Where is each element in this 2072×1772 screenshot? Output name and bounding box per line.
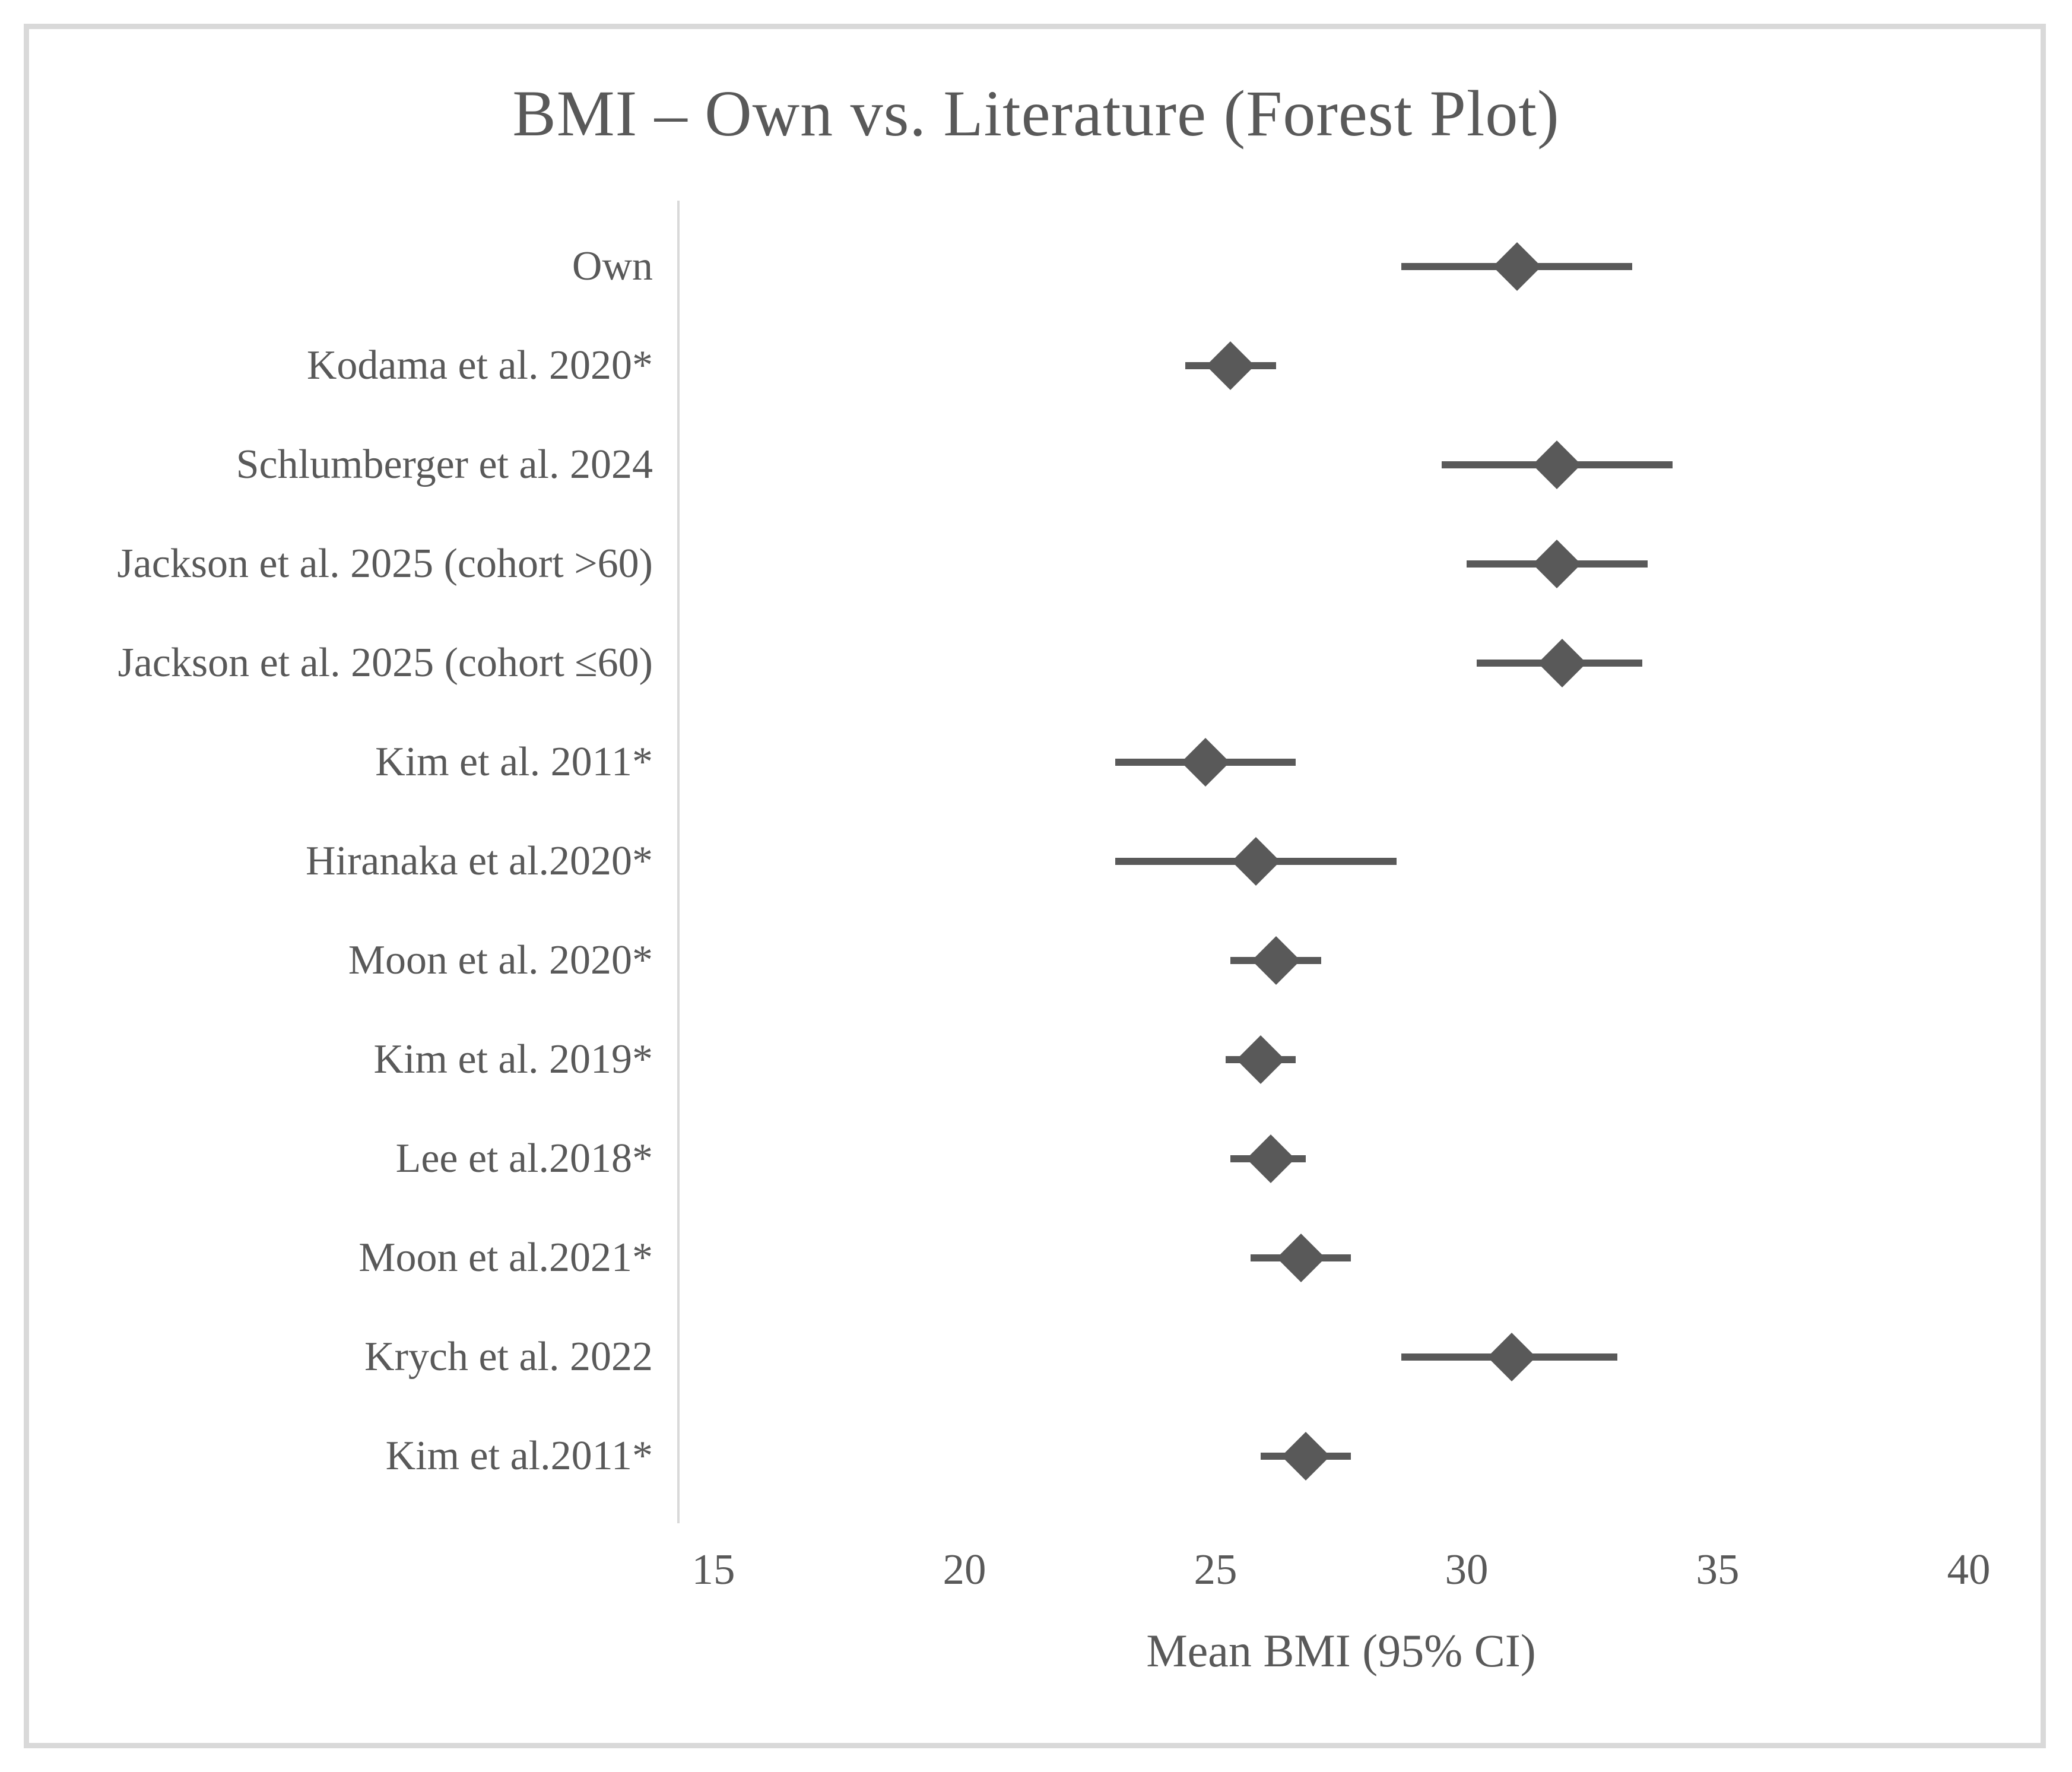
mean-diamond — [1236, 1035, 1286, 1085]
x-tick-label: 25 — [1194, 1545, 1238, 1593]
study-label: Hiranaka et al.2020* — [305, 838, 653, 884]
mean-diamond — [1492, 242, 1541, 291]
mean-diamond — [1532, 539, 1582, 589]
mean-diamond — [1246, 1134, 1296, 1184]
mean-diamond — [1281, 1431, 1331, 1481]
study-label: Moon et al. 2020* — [348, 937, 653, 983]
x-tick-label: 30 — [1445, 1545, 1489, 1593]
study-label: Kim et al. 2019* — [373, 1036, 653, 1082]
x-tick-label: 35 — [1696, 1545, 1740, 1593]
mean-diamond — [1487, 1332, 1537, 1382]
mean-diamond — [1276, 1233, 1325, 1283]
x-tick-label: 15 — [691, 1545, 735, 1593]
study-label: Own — [572, 243, 653, 289]
mean-diamond — [1231, 836, 1280, 886]
mean-diamond — [1537, 638, 1586, 688]
mean-diamond — [1532, 440, 1582, 490]
chart-title: BMI – Own vs. Literature (Forest Plot) — [512, 77, 1560, 150]
y-axis-line — [677, 201, 680, 1523]
x-tick-label: 20 — [943, 1545, 986, 1593]
study-label: Moon et al.2021* — [358, 1235, 653, 1280]
study-label: Kim et al. 2011* — [375, 739, 653, 785]
study-label: Kim et al.2011* — [385, 1433, 653, 1479]
x-tick-label: 40 — [1947, 1545, 1991, 1593]
study-label: Kodama et al. 2020* — [306, 343, 653, 388]
mean-diamond — [1251, 936, 1300, 985]
study-label: Krych et al. 2022 — [364, 1334, 653, 1380]
mean-diamond — [1206, 341, 1255, 391]
study-label: Lee et al.2018* — [395, 1136, 653, 1181]
study-label: Schlumberger et al. 2024 — [236, 442, 653, 487]
mean-diamond — [1181, 737, 1230, 787]
study-label: Jackson et al. 2025 (cohort >60) — [117, 541, 653, 587]
x-axis-title: Mean BMI (95% CI) — [1146, 1625, 1536, 1676]
study-label: Jackson et al. 2025 (cohort ≤60) — [118, 640, 653, 686]
